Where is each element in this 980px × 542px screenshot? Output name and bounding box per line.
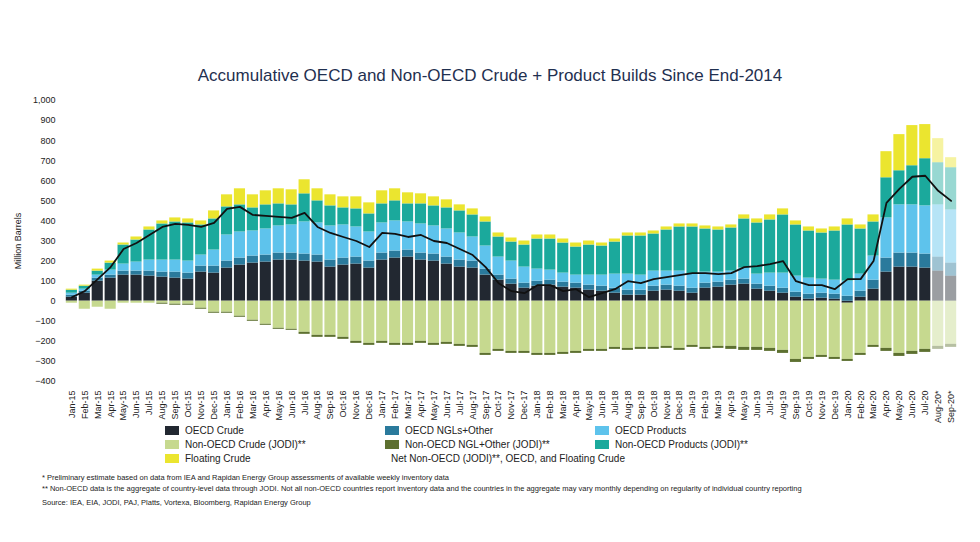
svg-text:Nov-15: Nov-15 <box>196 391 206 420</box>
svg-text:Feb-17: Feb-17 <box>390 391 400 420</box>
svg-text:Jul-15: Jul-15 <box>144 391 154 416</box>
svg-text:Nov-19: Nov-19 <box>817 391 827 420</box>
svg-text:Mar-16: Mar-16 <box>248 391 258 420</box>
svg-text:100: 100 <box>40 276 55 286</box>
html-text:* Preliminary estimate based o: * Preliminary estimate based on data fro… <box>42 473 449 482</box>
svg-text:600: 600 <box>40 176 55 186</box>
svg-text:Apr-15: Apr-15 <box>106 391 116 418</box>
svg-text:Jun-15: Jun-15 <box>131 391 141 419</box>
svg-text:Jul-20: Jul-20 <box>920 391 930 416</box>
svg-text:Mar-20: Mar-20 <box>868 391 878 420</box>
svg-text:Feb-19: Feb-19 <box>700 391 710 420</box>
html-text:OECD Products: OECD Products <box>615 425 687 436</box>
svg-text:May-18: May-18 <box>584 391 594 421</box>
svg-text:Jul-16: Jul-16 <box>299 391 309 416</box>
svg-text:−300: −300 <box>35 356 55 366</box>
svg-text:300: 300 <box>40 236 55 246</box>
svg-text:Jan-18: Jan-18 <box>532 391 542 419</box>
html-text:Non-OECD Crude (JODI)**: Non-OECD Crude (JODI)** <box>185 439 306 450</box>
svg-text:Sep-16: Sep-16 <box>325 391 335 420</box>
html-text:** Non-OECD data is the aggreg: ** Non-OECD data is the aggregate of cou… <box>42 484 802 493</box>
svg-text:Oct-18: Oct-18 <box>649 391 659 418</box>
html-text:Non-OECD Products (JODI)**: Non-OECD Products (JODI)** <box>615 439 748 450</box>
svg-text:Jul-19: Jul-19 <box>765 391 775 416</box>
svg-text:Jan-17: Jan-17 <box>377 391 387 419</box>
svg-text:0: 0 <box>50 296 55 306</box>
svg-text:Jun-19: Jun-19 <box>752 391 762 419</box>
svg-text:Feb-16: Feb-16 <box>235 391 245 420</box>
svg-text:Mar-15: Mar-15 <box>93 391 103 420</box>
svg-text:Nov-17: Nov-17 <box>506 391 516 420</box>
html-text:Accumulative OECD and Non-OECD: Accumulative OECD and Non-OECD Crude + P… <box>197 66 783 85</box>
svg-text:−100: −100 <box>35 316 55 326</box>
svg-text:May-15: May-15 <box>118 391 128 421</box>
svg-text:May-16: May-16 <box>274 391 284 421</box>
svg-text:Aug-19: Aug-19 <box>778 391 788 420</box>
svg-text:400: 400 <box>40 216 55 226</box>
svg-text:Apr-17: Apr-17 <box>416 391 426 418</box>
svg-text:Apr-20: Apr-20 <box>881 391 891 418</box>
html-text:Non-OECD NGL+Other (JODI)**: Non-OECD NGL+Other (JODI)** <box>405 439 550 450</box>
svg-text:Jun-17: Jun-17 <box>442 391 452 419</box>
svg-text:Jul-17: Jul-17 <box>455 391 465 416</box>
svg-text:Oct-16: Oct-16 <box>338 391 348 418</box>
svg-text:Mar-17: Mar-17 <box>403 391 413 420</box>
svg-text:Mar-19: Mar-19 <box>713 391 723 420</box>
svg-text:Oct-19: Oct-19 <box>804 391 814 418</box>
svg-text:Sep-15: Sep-15 <box>170 391 180 420</box>
html-text:Source: IEA, EIA, JODI, PAJ, P: Source: IEA, EIA, JODI, PAJ, Platts, Vor… <box>42 498 311 507</box>
svg-text:Jun-20: Jun-20 <box>907 391 917 419</box>
svg-text:Sep-20*: Sep-20* <box>946 390 956 423</box>
svg-text:Aug-15: Aug-15 <box>157 391 167 420</box>
svg-text:May-19: May-19 <box>739 391 749 421</box>
svg-text:700: 700 <box>40 156 55 166</box>
svg-text:Aug-16: Aug-16 <box>312 391 322 420</box>
svg-text:200: 200 <box>40 256 55 266</box>
svg-text:Sep-18: Sep-18 <box>636 391 646 420</box>
svg-text:Apr-19: Apr-19 <box>726 391 736 418</box>
html-text:Floating Crude: Floating Crude <box>185 453 251 464</box>
svg-text:Dec-15: Dec-15 <box>209 391 219 420</box>
svg-text:1,000: 1,000 <box>33 95 56 105</box>
svg-text:Million Barrels: Million Barrels <box>13 212 23 269</box>
svg-text:Sep-19: Sep-19 <box>791 391 801 420</box>
svg-text:Jan-19: Jan-19 <box>687 391 697 419</box>
svg-text:Dec-16: Dec-16 <box>364 391 374 420</box>
svg-text:Feb-18: Feb-18 <box>545 391 555 420</box>
svg-text:May-20: May-20 <box>894 391 904 421</box>
html-text:OECD NGLs+Other: OECD NGLs+Other <box>405 425 494 436</box>
svg-text:Aug-17: Aug-17 <box>468 391 478 420</box>
html-text:OECD Crude: OECD Crude <box>185 425 244 436</box>
svg-text:Oct-17: Oct-17 <box>493 391 503 418</box>
svg-text:Sep-17: Sep-17 <box>481 391 491 420</box>
svg-text:800: 800 <box>40 136 55 146</box>
svg-text:Nov-18: Nov-18 <box>662 391 672 420</box>
svg-text:Oct-15: Oct-15 <box>183 391 193 418</box>
svg-text:Aug-20*: Aug-20* <box>933 390 943 423</box>
svg-text:Feb-15: Feb-15 <box>80 391 90 420</box>
svg-text:Mar-18: Mar-18 <box>558 391 568 420</box>
svg-text:Aug-18: Aug-18 <box>623 391 633 420</box>
svg-text:Apr-16: Apr-16 <box>261 391 271 418</box>
svg-text:Feb-20: Feb-20 <box>855 391 865 420</box>
svg-text:Dec-19: Dec-19 <box>830 391 840 420</box>
svg-text:Jun-16: Jun-16 <box>287 391 297 419</box>
svg-text:Dec-18: Dec-18 <box>674 391 684 420</box>
svg-text:Jul-18: Jul-18 <box>610 391 620 416</box>
svg-text:Apr-18: Apr-18 <box>571 391 581 418</box>
svg-text:500: 500 <box>40 196 55 206</box>
svg-text:−400: −400 <box>35 376 55 386</box>
svg-text:Nov-16: Nov-16 <box>351 391 361 420</box>
svg-text:Jan-16: Jan-16 <box>222 391 232 419</box>
svg-text:Dec-17: Dec-17 <box>519 391 529 420</box>
svg-text:−200: −200 <box>35 336 55 346</box>
html-text:Net Non-OECD (JODI)**, OECD, a: Net Non-OECD (JODI)**, OECD, and Floatin… <box>391 453 625 464</box>
svg-text:Jan-20: Jan-20 <box>843 391 853 419</box>
svg-text:Jan-15: Jan-15 <box>67 391 77 419</box>
svg-text:Jun-18: Jun-18 <box>597 391 607 419</box>
svg-text:900: 900 <box>40 115 55 125</box>
svg-text:May-17: May-17 <box>429 391 439 421</box>
